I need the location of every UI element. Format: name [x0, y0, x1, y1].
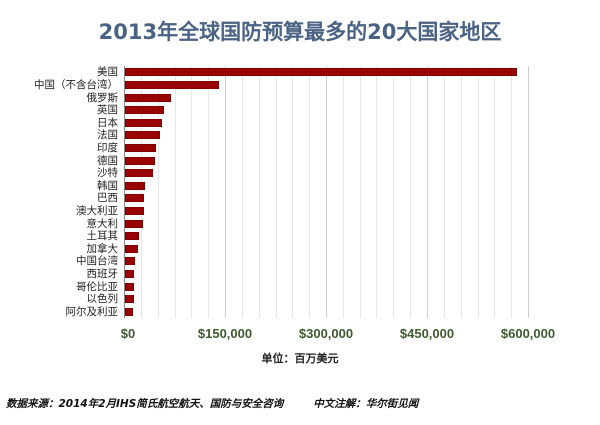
- gridline: [427, 66, 428, 318]
- x-axis-label: 单位：百万美元: [261, 352, 339, 365]
- footer: 数据来源：2014年2月IHS简氏航空航天、国防与安全咨询 中文注解：华尔街见闻: [6, 396, 418, 411]
- category-label: 澳大利亚: [76, 204, 118, 217]
- category-label: 美国: [97, 66, 118, 79]
- gridline: [360, 66, 361, 318]
- category-label: 巴西: [97, 192, 118, 205]
- x-tick-label: $0: [120, 326, 136, 341]
- gridline: [461, 66, 462, 318]
- category-label: 意大利: [86, 217, 119, 230]
- bar: [125, 93, 171, 102]
- source-text: 数据来源：2014年2月IHS简氏航空航天、国防与安全咨询: [6, 398, 284, 410]
- gridline: [528, 66, 529, 318]
- category-label: 中国（不含台湾）: [34, 78, 118, 91]
- category-label: 俄罗斯: [86, 91, 119, 104]
- note-text: 中文注解：华尔街见闻: [313, 398, 419, 410]
- bar: [125, 295, 134, 304]
- bar: [125, 232, 139, 241]
- category-label: 日本: [97, 116, 118, 129]
- gridline: [208, 66, 209, 318]
- bar: [125, 169, 153, 178]
- gridline: [393, 66, 394, 318]
- bar: [125, 244, 138, 253]
- bar: [125, 219, 143, 228]
- bar: [125, 269, 134, 278]
- gridline: [175, 66, 176, 318]
- bar: [125, 181, 145, 190]
- bar: [125, 80, 219, 89]
- gridline: [276, 66, 277, 318]
- gridline: [242, 66, 243, 318]
- category-label: 英国: [97, 104, 118, 117]
- bar: [125, 106, 164, 115]
- category-label: 哥伦比亚: [76, 280, 118, 293]
- gridline: [511, 66, 512, 318]
- gridline: [376, 66, 377, 318]
- bar: [125, 118, 162, 127]
- bar: [125, 156, 155, 165]
- gridline: [343, 66, 344, 318]
- category-label: 土耳其: [86, 230, 119, 243]
- gridline: [225, 66, 226, 318]
- chart-title: 2013年全球国防预算最多的20大国家地区: [98, 20, 502, 44]
- bar: [125, 307, 133, 316]
- category-label: 中国台湾: [76, 255, 118, 268]
- category-label: 法国: [97, 129, 118, 142]
- category-label: 沙特: [97, 167, 118, 180]
- gridline: [410, 66, 411, 318]
- y-axis-line: [124, 66, 125, 318]
- category-label: 加拿大: [86, 242, 119, 255]
- category-label: 阿尔及利亚: [65, 305, 119, 318]
- gridline: [191, 66, 192, 318]
- gridline: [292, 66, 293, 318]
- x-tick-label: $300,000: [298, 326, 354, 341]
- category-label: 印度: [97, 141, 118, 154]
- bar: [125, 282, 134, 291]
- bar: [125, 143, 156, 152]
- bar: [125, 194, 144, 203]
- x-tick-label: $450,000: [399, 326, 455, 341]
- x-tick-label: $150,000: [197, 326, 253, 341]
- x-tick-label: $600,000: [500, 326, 556, 341]
- gridline: [259, 66, 260, 318]
- category-label: 以色列: [86, 293, 119, 306]
- bar: [125, 257, 135, 266]
- bar: [125, 206, 144, 215]
- gridline: [158, 66, 159, 318]
- category-label: 韩国: [97, 179, 118, 192]
- bar: [125, 131, 160, 140]
- gridline: [141, 66, 142, 318]
- category-label: 德国: [97, 154, 118, 167]
- bar: [125, 68, 517, 77]
- category-label: 西班牙: [86, 267, 119, 280]
- gridline: [444, 66, 445, 318]
- gridline: [494, 66, 495, 318]
- gridline: [326, 66, 327, 318]
- gridline: [478, 66, 479, 318]
- plot-area: [124, 66, 529, 318]
- gridline: [309, 66, 310, 318]
